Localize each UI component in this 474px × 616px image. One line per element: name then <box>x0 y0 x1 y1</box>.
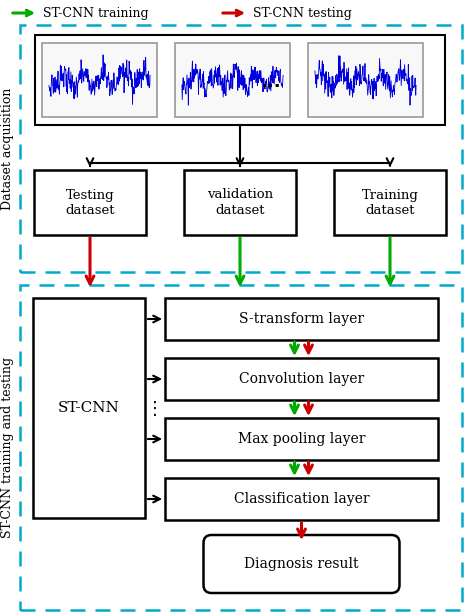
Text: Convolution layer: Convolution layer <box>239 372 364 386</box>
Text: ⋮: ⋮ <box>146 400 164 418</box>
Text: ST-CNN training: ST-CNN training <box>43 7 149 20</box>
Bar <box>33 298 145 518</box>
Text: validation
dataset: validation dataset <box>207 188 273 216</box>
Bar <box>165 418 438 460</box>
Bar <box>20 285 462 610</box>
Bar <box>34 170 146 235</box>
Text: S-transform layer: S-transform layer <box>239 312 364 326</box>
Bar <box>165 358 438 400</box>
FancyBboxPatch shape <box>203 535 400 593</box>
Text: Training
dataset: Training dataset <box>362 188 419 216</box>
Text: ST-CNN testing: ST-CNN testing <box>253 7 352 20</box>
Text: Dataset acquisition: Dataset acquisition <box>1 87 15 209</box>
Text: ...: ... <box>260 73 280 91</box>
Bar <box>165 298 438 340</box>
Text: ST-CNN: ST-CNN <box>58 401 120 415</box>
Bar <box>35 35 445 125</box>
Bar <box>308 43 423 117</box>
Text: Max pooling layer: Max pooling layer <box>238 432 365 446</box>
Text: Testing
dataset: Testing dataset <box>65 188 115 216</box>
Bar <box>334 170 446 235</box>
Bar <box>165 478 438 520</box>
Bar <box>20 25 462 272</box>
Text: ST-CNN training and testing: ST-CNN training and testing <box>1 357 15 538</box>
Text: Diagnosis result: Diagnosis result <box>244 557 359 571</box>
Bar <box>184 170 296 235</box>
Text: Classification layer: Classification layer <box>234 492 369 506</box>
Bar <box>175 43 290 117</box>
Bar <box>42 43 157 117</box>
